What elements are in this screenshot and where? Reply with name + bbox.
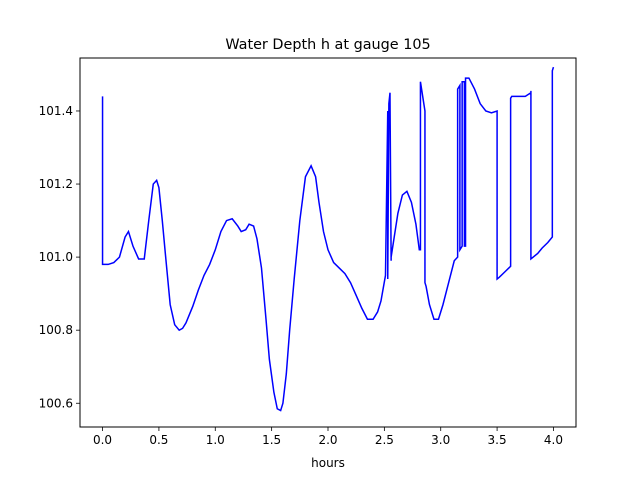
x-tick-label: 1.0: [206, 433, 225, 447]
x-axis-label: hours: [311, 456, 345, 470]
y-tick-label: 100.6: [39, 396, 73, 410]
y-tick-label: 101.2: [39, 177, 73, 191]
y-axis: 100.6 100.8 101.0 101.2 101.4: [39, 104, 80, 410]
chart-title: Water Depth h at gauge 105: [225, 37, 430, 53]
x-tick-label: 3.0: [431, 433, 450, 447]
x-tick-label: 2.0: [318, 433, 337, 447]
data-series-line: [101, 66, 555, 412]
x-tick-label: 4.0: [544, 433, 563, 447]
x-tick-label: 0.5: [149, 433, 168, 447]
y-tick-label: 101.4: [39, 104, 73, 118]
x-tick-label: 3.5: [488, 433, 507, 447]
x-tick-label: 1.5: [262, 433, 281, 447]
x-tick-label: 2.5: [375, 433, 394, 447]
x-axis: 0.0 0.5 1.0 1.5 2.0 2.5 3.0 3.5 4.0: [93, 427, 563, 447]
x-tick-label: 0.0: [93, 433, 112, 447]
y-tick-label: 100.8: [39, 323, 73, 337]
y-tick-label: 101.0: [39, 250, 73, 264]
